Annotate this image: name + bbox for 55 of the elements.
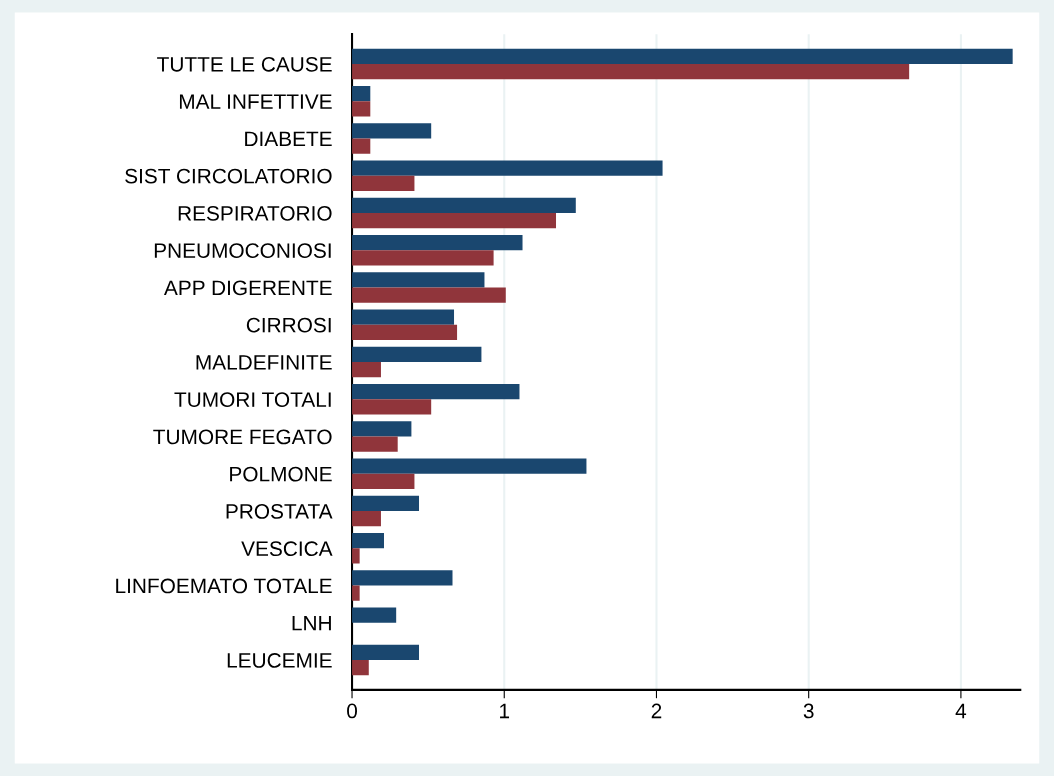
bar [352, 660, 369, 676]
bar [352, 495, 420, 512]
x-tick-label: 2 [651, 703, 662, 719]
bar [352, 309, 455, 325]
bar [352, 234, 523, 251]
bar [352, 607, 397, 623]
bar [352, 421, 412, 437]
bar [352, 63, 910, 80]
y-tick-label: APP DIGERENTE [163, 280, 332, 296]
bar [352, 399, 432, 415]
y-tick-label: TUMORI TOTALI [174, 392, 331, 408]
bar [352, 346, 482, 362]
bar [352, 383, 520, 400]
bar [352, 511, 381, 527]
y-tick-label: CIRROSI [246, 317, 331, 333]
y-tick-label: SIST CIRCOLATORIO [125, 168, 332, 184]
bar [352, 324, 458, 341]
bar [352, 101, 371, 117]
bar [352, 533, 384, 549]
bar [352, 362, 381, 378]
bar [352, 48, 1013, 64]
bar [352, 85, 371, 102]
y-tick-label: LINFOEMATO TOTALE [116, 578, 332, 594]
bar [352, 473, 415, 490]
bar [352, 250, 494, 266]
y-tick-label: RESPIRATORIO [178, 205, 332, 221]
y-tick-label: TUMORE FEGATO [153, 429, 332, 445]
y-tick-label: LNH [292, 616, 331, 631]
x-tick-label: 1 [500, 703, 510, 719]
bar [352, 160, 663, 176]
y-tick-label: DIABETE [245, 131, 332, 147]
bar [352, 644, 420, 661]
bar [352, 585, 360, 601]
bar [352, 548, 360, 564]
bar [352, 436, 398, 452]
y-tick-label: POLMONE [230, 466, 332, 482]
bar [352, 123, 432, 139]
x-tick-label: 3 [803, 703, 814, 719]
y-tick-label: MAL INFETTIVE [179, 94, 332, 109]
x-tick-label: 4 [955, 703, 967, 719]
bar [352, 458, 587, 474]
bar [352, 138, 371, 154]
y-tick-label: PROSTATA [226, 504, 333, 519]
y-tick-label: LEUCEMIE [227, 653, 332, 668]
y-tick-label: VESCICA [241, 541, 333, 557]
y-tick-label: PNEUMOCONIOSI [154, 243, 331, 258]
bar [352, 212, 557, 229]
bar [352, 175, 415, 191]
bar [352, 197, 576, 213]
bar [352, 570, 453, 586]
y-tick-label: MALDEFINITE [196, 355, 332, 370]
bar [352, 287, 506, 303]
y-tick-label: TUTTE LE CAUSE [157, 56, 332, 72]
bar [352, 272, 485, 288]
x-tick-label: 0 [347, 703, 358, 719]
